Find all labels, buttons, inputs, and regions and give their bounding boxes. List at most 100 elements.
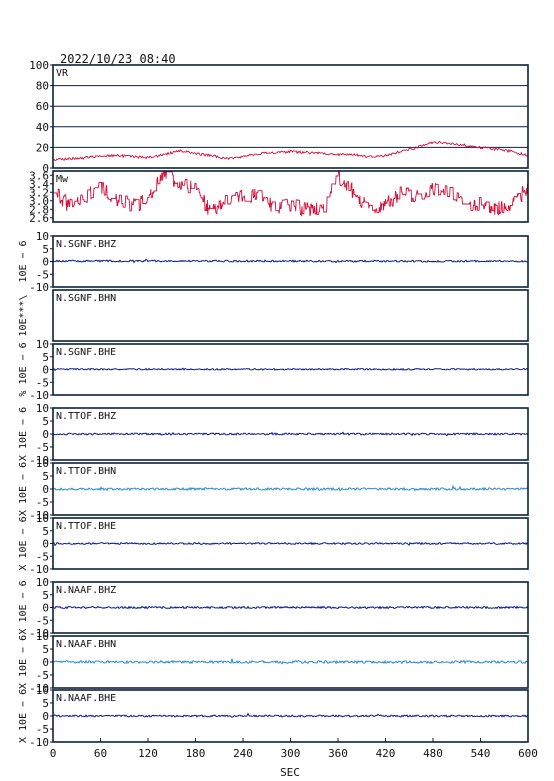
y-tick-label: 10 bbox=[36, 684, 49, 697]
y-tick-label: 5 bbox=[42, 643, 49, 656]
y-tick-label: -5 bbox=[36, 614, 49, 627]
panel-label: N.TTOF.BHN bbox=[56, 466, 116, 477]
panel-frame bbox=[52, 407, 529, 461]
panel-vr: 0 20 40 60 80 100 VR bbox=[29, 59, 529, 175]
x-tick-label: 300 bbox=[281, 747, 301, 760]
y-tick-label: 10 bbox=[36, 402, 49, 415]
y-axis-label: X 10E − 6 bbox=[18, 635, 29, 689]
panel-frame bbox=[52, 517, 529, 570]
y-tick-label: 5 bbox=[42, 589, 49, 602]
y-tick-label: 2.8 bbox=[29, 203, 49, 216]
y-tick-label: 3.4 bbox=[29, 178, 49, 191]
y-tick-label: 80 bbox=[36, 80, 49, 93]
x-tick-label: 60 bbox=[94, 747, 107, 760]
panel-label: N.SGNF.BHE bbox=[56, 347, 116, 358]
y-tick-label: 3.0 bbox=[29, 195, 49, 208]
y-tick-label: 0 bbox=[42, 656, 49, 669]
y-tick-label: 10 bbox=[36, 630, 49, 643]
y-tick-label: 0 bbox=[42, 428, 49, 441]
y-tick-label: 5 bbox=[42, 470, 49, 483]
y-axis-label: X 10E − 6 bbox=[18, 689, 29, 743]
y-tick-label: -5 bbox=[36, 441, 49, 454]
trace-n-naaf-bhn bbox=[52, 658, 529, 665]
x-tick-label: 600 bbox=[518, 747, 538, 760]
panel-label: N.NAAF.BHN bbox=[56, 639, 116, 650]
trace-n-sgnf-bhe bbox=[52, 367, 529, 372]
panel-label: VR bbox=[56, 68, 69, 79]
y-tick-label: 60 bbox=[36, 100, 49, 113]
y-tick-label: -5 bbox=[36, 723, 49, 736]
panel-n-sgnf-bhn: N.SGNF.BHN 10E***\ bbox=[18, 289, 529, 342]
panel-frame bbox=[52, 635, 529, 689]
x-axis: 0 60 120 180 240 300 360 420 480 540 600 bbox=[50, 738, 538, 760]
y-tick-label: 3.2 bbox=[29, 186, 49, 199]
panel-frame bbox=[52, 170, 529, 223]
panel-label: N.TTOF.BHZ bbox=[56, 411, 116, 422]
y-tick-label: -5 bbox=[36, 268, 49, 281]
panel-mw: 2.62.83.03.23.43.6 Mw bbox=[29, 169, 529, 225]
y-tick-label: -10 bbox=[29, 627, 49, 640]
panel-label: N.NAAF.BHZ bbox=[56, 585, 116, 596]
y-tick-label: -10 bbox=[29, 563, 49, 576]
y-tick-label: -5 bbox=[36, 550, 49, 563]
y-tick-label: -10 bbox=[29, 509, 49, 522]
x-tick-label: 360 bbox=[328, 747, 348, 760]
trace-n-ttof-bhn bbox=[52, 484, 529, 492]
panel-frame bbox=[52, 289, 529, 342]
y-tick-label: 3.6 bbox=[29, 169, 49, 182]
y-tick-label: 5 bbox=[42, 697, 49, 710]
y-tick-label: 0 bbox=[42, 602, 49, 615]
y-axis-label: X 10E − 6 bbox=[18, 516, 29, 570]
y-tick-label: 5 bbox=[42, 525, 49, 538]
panel-frame bbox=[52, 462, 529, 516]
y-tick-label: 10 bbox=[36, 512, 49, 525]
y-axis-label: 10E − 6 bbox=[18, 240, 29, 282]
y-tick-label: 10 bbox=[36, 338, 49, 351]
y-tick-label: 5 bbox=[42, 243, 49, 256]
y-tick-label: -10 bbox=[29, 281, 49, 294]
y-tick-label: 2.6 bbox=[29, 212, 49, 225]
y-axis-label: X 10E − 6 bbox=[18, 462, 29, 516]
trace-n-naaf-bhz bbox=[52, 605, 529, 610]
y-axis-label: 10E***\ bbox=[18, 294, 29, 336]
x-tick-label: 240 bbox=[233, 747, 253, 760]
x-tick-label: 480 bbox=[423, 747, 443, 760]
y-tick-label: -5 bbox=[36, 496, 49, 509]
x-tick-label: 120 bbox=[138, 747, 158, 760]
panel-frame bbox=[52, 235, 529, 288]
y-tick-label: 5 bbox=[42, 351, 49, 364]
trace-n-ttof-bhe bbox=[52, 541, 529, 547]
y-axis-label: X 10E − 6 bbox=[18, 580, 29, 634]
trace-n-naaf-bhe bbox=[52, 712, 529, 718]
y-tick-label: 100 bbox=[29, 59, 49, 72]
y-tick-label: -5 bbox=[36, 669, 49, 682]
y-axis-label: % 10E − 6 bbox=[18, 342, 29, 396]
x-tick-label: 0 bbox=[50, 747, 57, 760]
y-tick-label: 0 bbox=[42, 162, 49, 175]
figure-title: 2022/10/23 08:40 bbox=[60, 52, 176, 66]
trace-vr bbox=[52, 140, 529, 161]
y-tick-label: -10 bbox=[29, 736, 49, 749]
y-tick-label: -10 bbox=[29, 389, 49, 402]
x-tick-label: 180 bbox=[186, 747, 206, 760]
panel-label: Mw bbox=[56, 174, 69, 185]
x-tick-label: 420 bbox=[376, 747, 396, 760]
y-tick-label: 20 bbox=[36, 141, 49, 154]
panel-frame bbox=[52, 343, 529, 396]
y-tick-label: 10 bbox=[36, 576, 49, 589]
trace-n-sgnf-bhz bbox=[52, 258, 529, 264]
panel-label: N.NAAF.BHE bbox=[56, 693, 116, 704]
y-tick-label: -10 bbox=[29, 454, 49, 467]
trace-n-ttof-bhz bbox=[52, 431, 529, 437]
x-axis-label: SEC bbox=[280, 766, 300, 779]
